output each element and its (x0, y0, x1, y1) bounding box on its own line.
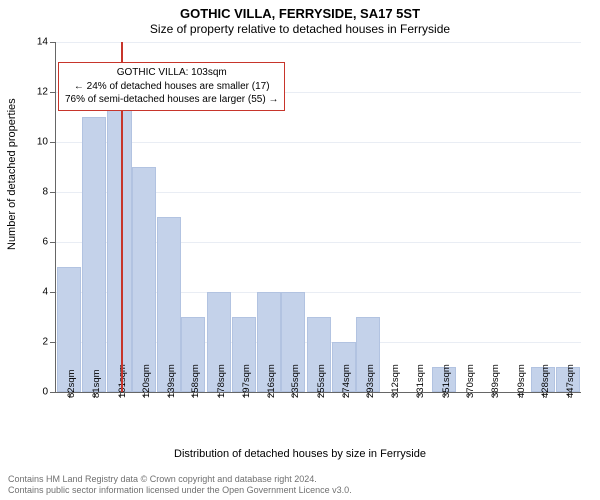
x-tick-label: 158sqm (190, 364, 201, 398)
x-tick-label: 447sqm (565, 364, 576, 398)
x-tick-label: 178sqm (216, 364, 227, 398)
histogram-bar (82, 117, 106, 392)
x-tick-label: 409sqm (516, 364, 527, 398)
y-tick-label: 14 (37, 37, 56, 48)
annotation-line-3: 76% of semi-detached houses are larger (… (65, 93, 278, 107)
x-tick-label: 293sqm (365, 364, 376, 398)
chart-title: GOTHIC VILLA, FERRYSIDE, SA17 5ST (0, 6, 600, 21)
x-tick-label: 81sqm (91, 369, 102, 398)
y-tick-label: 4 (42, 287, 56, 298)
gridline (56, 142, 581, 143)
y-tick-label: 10 (37, 137, 56, 148)
y-tick-label: 12 (37, 87, 56, 98)
x-tick-label: 139sqm (166, 364, 177, 398)
chart-subtitle: Size of property relative to detached ho… (0, 22, 600, 36)
x-tick-label: 428sqm (540, 364, 551, 398)
histogram-bar (132, 167, 156, 392)
x-tick-label: 351sqm (441, 364, 452, 398)
annotation-line-1: GOTHIC VILLA: 103sqm (65, 66, 278, 80)
y-tick-label: 6 (42, 237, 56, 248)
x-tick-label: 331sqm (415, 364, 426, 398)
x-tick-label: 235sqm (290, 364, 301, 398)
x-tick-label: 274sqm (341, 364, 352, 398)
gridline (56, 42, 581, 43)
x-tick-label: 389sqm (490, 364, 501, 398)
x-tick-label: 62sqm (66, 369, 77, 398)
annotation-box: GOTHIC VILLA: 103sqm← 24% of detached ho… (58, 62, 285, 111)
y-axis-label: Number of detached properties (6, 98, 18, 250)
attribution-line-2: Contains public sector information licen… (8, 485, 352, 496)
y-tick-label: 0 (42, 387, 56, 398)
attribution: Contains HM Land Registry data © Crown c… (8, 474, 352, 497)
x-tick-label: 255sqm (316, 364, 327, 398)
x-tick-label: 370sqm (465, 364, 476, 398)
x-tick-label: 120sqm (141, 364, 152, 398)
histogram-bar (107, 92, 131, 392)
x-tick-label: 216sqm (266, 364, 277, 398)
plot-area: 0246810121462sqm81sqm101sqm120sqm139sqm1… (55, 42, 581, 393)
x-tick-label: 312sqm (390, 364, 401, 398)
y-tick-label: 2 (42, 337, 56, 348)
attribution-line-1: Contains HM Land Registry data © Crown c… (8, 474, 352, 485)
chart-container: GOTHIC VILLA, FERRYSIDE, SA17 5ST Size o… (0, 0, 600, 500)
annotation-line-2: ← 24% of detached houses are smaller (17… (65, 80, 278, 94)
x-tick-label: 197sqm (241, 364, 252, 398)
x-axis-label: Distribution of detached houses by size … (0, 448, 600, 460)
y-tick-label: 8 (42, 187, 56, 198)
